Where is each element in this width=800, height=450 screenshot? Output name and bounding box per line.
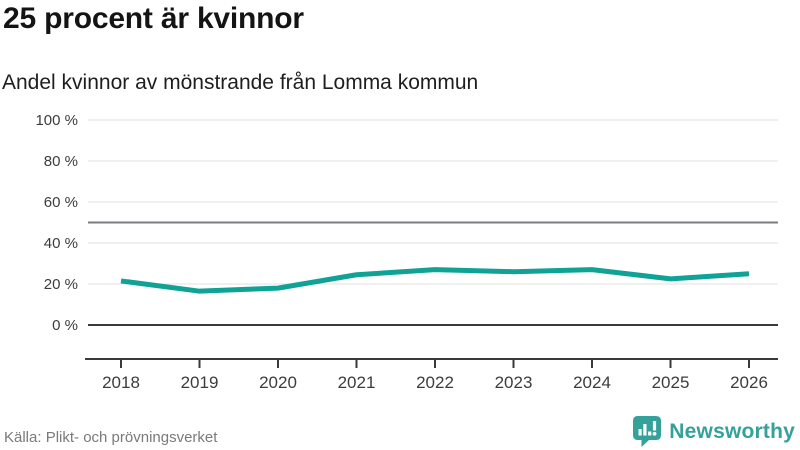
- x-tick-label: 2026: [730, 373, 768, 392]
- chart-title: 25 procent är kvinnor: [3, 2, 304, 35]
- source-note: Källa: Plikt- och prövningsverket: [4, 429, 218, 446]
- y-tick-label: 100 %: [35, 112, 78, 129]
- y-tick-label: 60 %: [44, 194, 78, 211]
- newsworthy-bubble-chart-icon: [633, 416, 662, 447]
- x-tick-label: 2025: [652, 373, 690, 392]
- x-tick-label: 2019: [181, 373, 219, 392]
- y-tick-label: 80 %: [44, 153, 78, 170]
- y-tick-label: 0 %: [52, 317, 78, 334]
- x-tick-label: 2023: [495, 373, 533, 392]
- chart-subtitle: Andel kvinnor av mönstrande från Lomma k…: [2, 71, 479, 94]
- x-tick-label: 2021: [338, 373, 376, 392]
- y-tick-label: 20 %: [44, 276, 78, 293]
- newsworthy-logo: Newsworthy: [633, 416, 795, 447]
- x-tick-label: 2024: [573, 373, 611, 392]
- x-tick-label: 2018: [102, 373, 140, 392]
- x-tick-label: 2022: [416, 373, 454, 392]
- y-tick-label: 40 %: [44, 235, 78, 252]
- newsworthy-wordmark: Newsworthy: [669, 419, 795, 443]
- x-tick-label: 2020: [259, 373, 297, 392]
- data-line-andel-kvinnor: [120, 267, 750, 294]
